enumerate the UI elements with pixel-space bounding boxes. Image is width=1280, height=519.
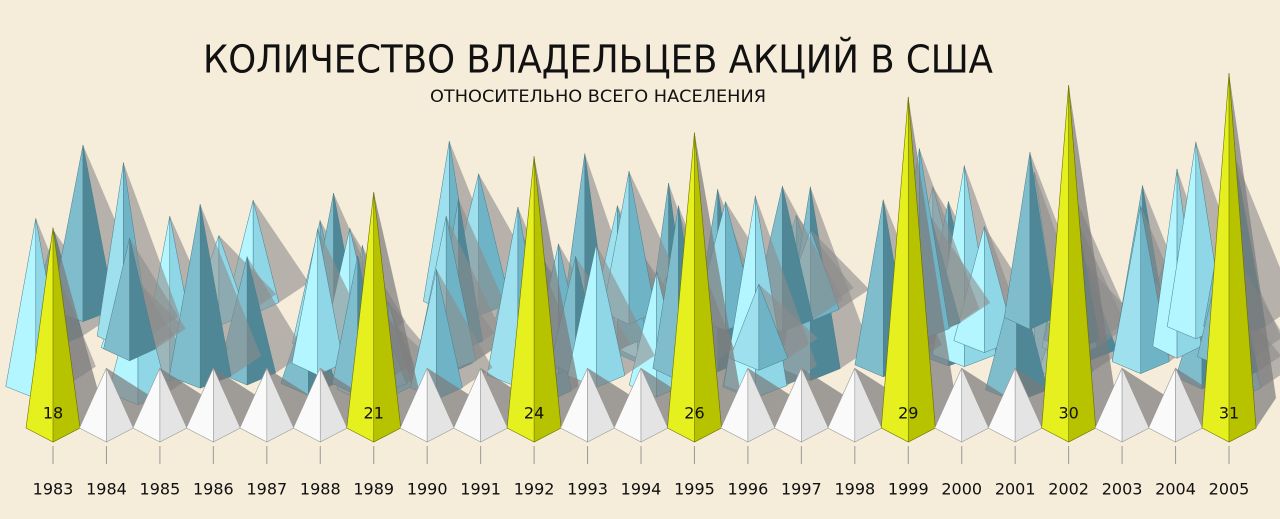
pyramid xyxy=(213,367,241,443)
chart-title: КОЛИЧЕСТВО ВЛАДЕЛЬЦЕВ АКЦИЙ В США xyxy=(203,38,993,82)
face xyxy=(596,243,626,388)
face xyxy=(758,283,789,371)
face xyxy=(1029,152,1056,330)
x-tick-label: 2001 xyxy=(995,480,1036,499)
pyramid xyxy=(1121,367,1150,443)
pyramid xyxy=(961,367,990,443)
pyramid xyxy=(426,367,455,443)
pyramid xyxy=(159,367,188,443)
x-tick-label: 1995 xyxy=(674,480,715,499)
pyramid xyxy=(1175,367,1203,443)
x-tick-label: 1984 xyxy=(86,480,127,499)
x-tick-label: 1983 xyxy=(33,480,74,499)
value-label: 18 xyxy=(43,404,63,423)
face xyxy=(628,171,656,325)
x-tick-label: 1990 xyxy=(407,480,448,499)
x-tick-label: 1986 xyxy=(193,480,234,499)
pyramid xyxy=(266,367,295,443)
spike-side xyxy=(533,156,562,443)
x-tick-label: 1992 xyxy=(514,480,555,499)
pyramid xyxy=(480,367,509,443)
value-label: 21 xyxy=(364,404,384,423)
pyramid xyxy=(1014,367,1043,443)
x-tick-label: 1988 xyxy=(300,480,341,499)
x-tick-label: 2005 xyxy=(1209,480,1250,499)
x-tick-label: 1991 xyxy=(460,480,501,499)
value-label: 26 xyxy=(684,404,704,423)
pyramid xyxy=(747,367,776,443)
spike-side xyxy=(694,132,722,443)
value-label: 31 xyxy=(1219,404,1239,423)
pyramid xyxy=(587,367,615,443)
value-label: 29 xyxy=(898,404,918,423)
x-tick-label: 1993 xyxy=(567,480,608,499)
x-tick-label: 2004 xyxy=(1155,480,1196,499)
spike-side xyxy=(373,192,402,443)
spike-side xyxy=(1068,84,1096,443)
spike-side xyxy=(1228,73,1257,443)
face xyxy=(129,237,157,362)
x-tick-label: 1985 xyxy=(140,480,181,499)
x-tick-label: 1996 xyxy=(728,480,769,499)
pyramid xyxy=(801,367,829,443)
value-label: 24 xyxy=(524,404,544,423)
x-tick-label: 2003 xyxy=(1102,480,1143,499)
x-tick-label: 1999 xyxy=(888,480,929,499)
spike-side xyxy=(52,227,81,443)
chart-subtitle: ОТНОСИТЕЛЬНО ВСЕГО НАСЕЛЕНИЯ xyxy=(430,87,766,107)
pyramid xyxy=(319,367,348,443)
x-tick-label: 2002 xyxy=(1048,480,1089,499)
pyramid xyxy=(106,367,134,443)
spike-side xyxy=(907,96,936,443)
pyramid xyxy=(854,367,883,443)
x-tick-label: 1994 xyxy=(621,480,662,499)
face xyxy=(317,228,344,376)
x-tick-label: 1987 xyxy=(246,480,287,499)
x-tick-label: 1989 xyxy=(353,480,394,499)
pyramid xyxy=(640,367,669,443)
x-tick-label: 1998 xyxy=(834,480,875,499)
x-tick-label: 2000 xyxy=(941,480,982,499)
x-tick-label: 1997 xyxy=(781,480,822,499)
value-label: 30 xyxy=(1058,404,1078,423)
